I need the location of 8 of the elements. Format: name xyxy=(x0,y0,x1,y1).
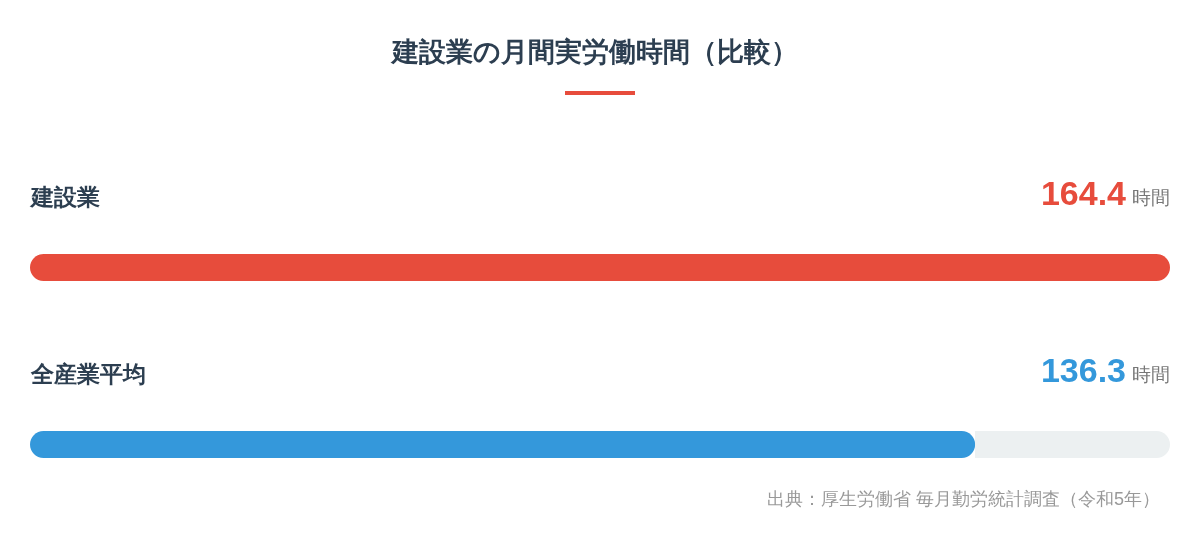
data-label: 136.3 xyxy=(1040,350,1126,389)
y-tick-label: 建設業 xyxy=(28,183,100,210)
data-label: 164.4 xyxy=(1040,173,1127,212)
text: 時間 xyxy=(1132,363,1170,385)
y-tick-label: 全産業平均 xyxy=(29,360,146,387)
x-axis-title: 時間 xyxy=(1132,186,1170,208)
chart-title: 建設業の月間実労働時間（比較） xyxy=(390,36,798,67)
source-note: 出典：厚生労働省 毎月勤労統計調査（令和5年） xyxy=(766,489,1160,509)
